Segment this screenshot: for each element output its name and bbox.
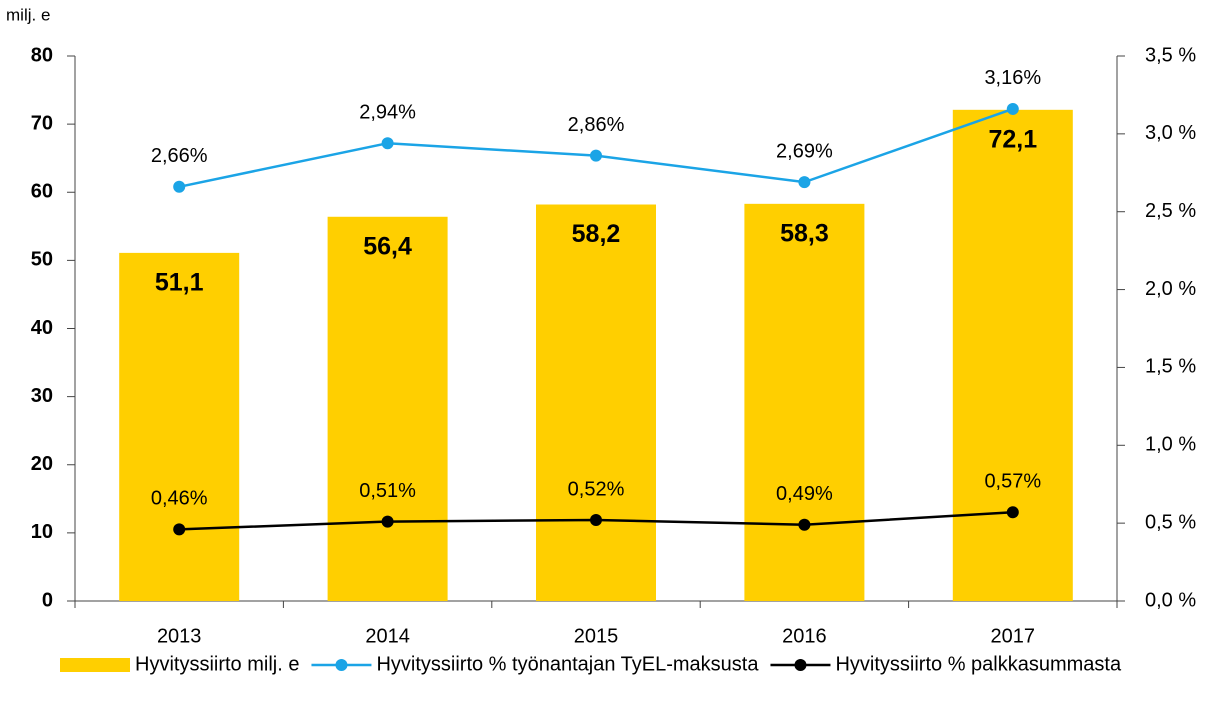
line-value-label: 0,46% <box>151 488 208 510</box>
y2-tick-label: 1,0 % <box>1145 434 1196 456</box>
y2-tick-label: 1,5 % <box>1145 356 1196 378</box>
bar <box>952 109 1073 601</box>
x-tick-label: 2017 <box>991 625 1036 647</box>
legend-label: Hyvityssiirto milj. e <box>135 653 299 675</box>
legend-swatch <box>794 659 807 671</box>
legend-label: Hyvityssiirto % työnantajan TyEL-maksust… <box>376 653 759 675</box>
y-tick-label: 20 <box>31 453 53 475</box>
line-point <box>798 176 811 189</box>
y-tick-label: 0 <box>42 589 53 611</box>
bar-value-label: 58,2 <box>572 220 621 248</box>
line-point <box>381 515 394 528</box>
y2-tick-label: 3,0 % <box>1145 122 1196 144</box>
line-point <box>590 514 602 527</box>
bar-value-label: 72,1 <box>988 125 1037 153</box>
y-tick-label: 30 <box>31 385 53 407</box>
line-value-label: 2,94% <box>359 101 416 123</box>
x-tick-label: 2013 <box>157 625 202 647</box>
line-point <box>798 518 811 531</box>
line-value-label: 0,57% <box>984 471 1041 493</box>
bar-value-label: 51,1 <box>155 268 204 296</box>
line-point <box>173 180 186 193</box>
bar <box>744 203 865 602</box>
legend-label: Hyvityssiirto % palkkasummasta <box>835 653 1122 675</box>
line-value-label: 2,69% <box>776 140 833 162</box>
y-tick-label: 60 <box>31 181 53 203</box>
line-point <box>173 523 186 536</box>
line-point <box>590 149 602 162</box>
x-tick-label: 2015 <box>574 625 619 647</box>
y-axis-label: milj. e <box>6 5 50 24</box>
x-tick-label: 2014 <box>365 625 410 647</box>
line-point <box>381 137 394 150</box>
line-value-label: 0,52% <box>568 478 625 500</box>
legend-swatch <box>335 659 348 671</box>
y-tick-label: 10 <box>31 521 53 543</box>
y-tick-label: 70 <box>31 112 53 134</box>
legend-swatch <box>60 658 130 672</box>
y-tick-label: 50 <box>31 249 53 271</box>
line-value-label: 0,51% <box>359 480 416 502</box>
line-value-label: 2,86% <box>568 114 625 136</box>
bar <box>536 204 656 601</box>
line-value-label: 2,66% <box>151 145 208 167</box>
y2-tick-label: 2,0 % <box>1145 278 1196 300</box>
line-value-label: 0,49% <box>776 483 833 505</box>
y2-tick-label: 0,5 % <box>1145 511 1196 533</box>
y2-tick-label: 0,0 % <box>1145 589 1196 611</box>
bar <box>327 216 448 601</box>
line-point <box>1006 102 1019 115</box>
y-tick-label: 40 <box>31 317 53 339</box>
x-tick-label: 2016 <box>782 625 827 647</box>
y2-tick-label: 3,5 % <box>1145 44 1196 66</box>
y-tick-label: 80 <box>31 44 53 66</box>
bar <box>119 252 240 601</box>
y2-tick-label: 2,5 % <box>1145 200 1196 222</box>
bar-value-label: 56,4 <box>363 232 412 260</box>
line-value-label: 3,16% <box>984 67 1041 89</box>
line-point <box>1006 506 1019 519</box>
bar-value-label: 58,3 <box>780 219 829 247</box>
